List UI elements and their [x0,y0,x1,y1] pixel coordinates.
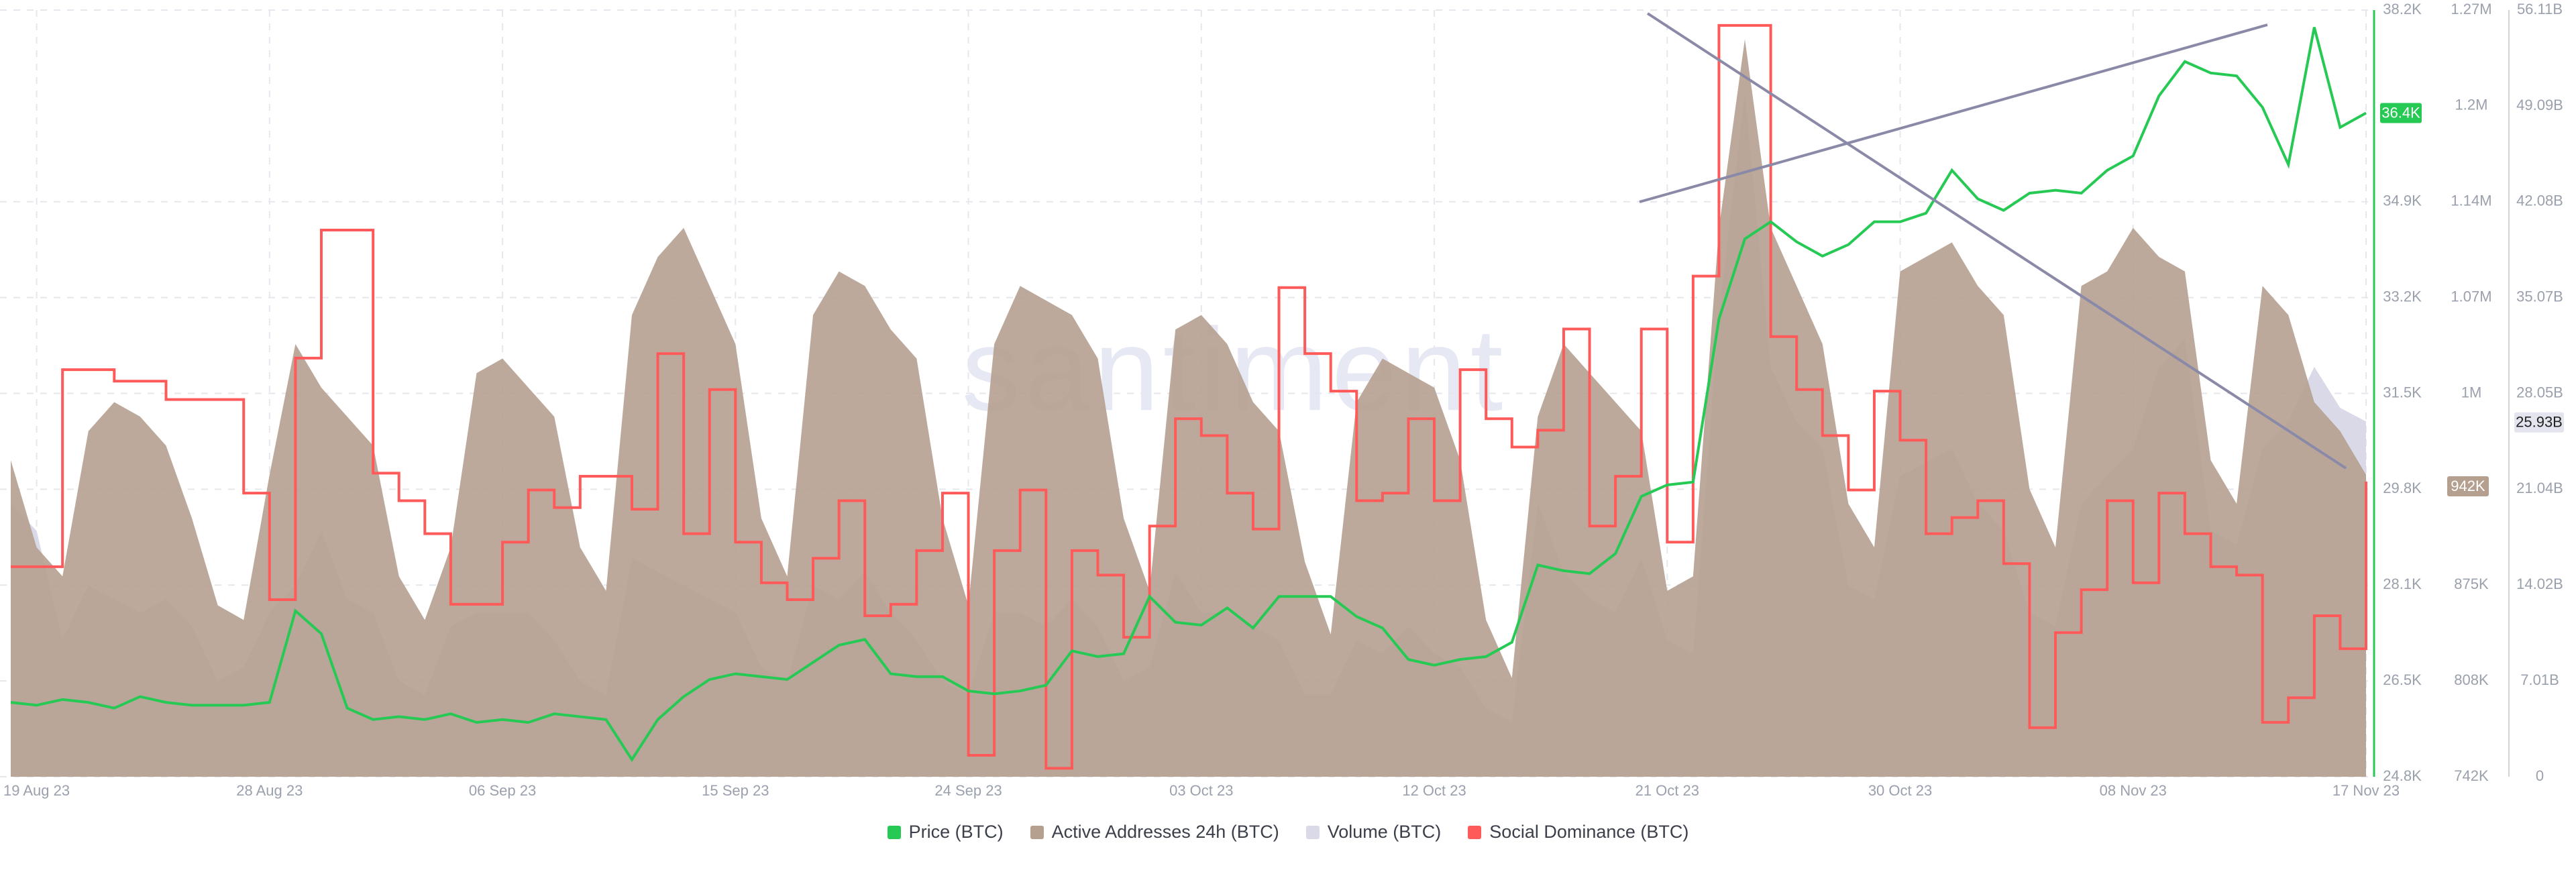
x-tick-label: 28 Aug 23 [236,782,303,799]
y-tick-label: 38.2K [2383,1,2422,17]
x-tick-label: 15 Sep 23 [702,782,769,799]
legend-swatch [1305,825,1320,839]
x-tick-label: 03 Oct 23 [1169,782,1233,799]
legend-swatch [1030,825,1044,839]
y-tick-label: 56.11B [2517,1,2563,17]
y-tick-label: 29.8K [2383,480,2422,496]
value-badge-label: 36.4K [2381,104,2420,121]
legend-label: Social Dominance (BTC) [1489,822,1689,842]
y-tick-label: 42.08B [2516,193,2563,209]
x-tick-label: 19 Aug 23 [3,782,70,799]
y-tick-label: 7.01B [2520,671,2559,688]
y-tick-label: 28.05B [2516,384,2563,400]
x-tick-label: 12 Oct 23 [1402,782,1466,799]
y-tick-label: 34.9K [2383,193,2422,209]
legend-item[interactable]: Active Addresses 24h (BTC) [1030,822,1279,842]
legend-label: Active Addresses 24h (BTC) [1051,822,1279,842]
y-tick-label: 1.07M [2451,288,2491,305]
value-badge-label: 25.93B [2516,414,2563,431]
value-badge-label: 942K [2451,478,2485,494]
y-tick-label: 1.27M [2451,1,2491,17]
x-tick-label: 08 Nov 23 [2100,782,2167,799]
legend: Price (BTC) Active Addresses 24h (BTC) Vol… [0,822,2576,842]
line [11,23,2367,770]
trend-line [1646,12,2347,470]
legend-label: Price (BTC) [908,822,1004,842]
y-tick-label: 0 [2536,767,2544,784]
value-badge [2514,412,2564,433]
x-tick-label: 30 Oct 23 [1868,782,1932,799]
y-tick-label: 21.04B [2516,480,2563,496]
y-tick-label: 28.1K [2383,576,2422,592]
legend-swatch [1468,825,1482,839]
y-tick-label: 875K [2454,576,2489,592]
y-tick-label: 14.02B [2516,576,2563,592]
legend-swatch [887,825,901,839]
value-badge [2447,476,2489,497]
x-tick-label: 06 Sep 23 [469,782,536,799]
y-tick-label: 808K [2454,671,2489,688]
x-tick-label: 24 Sep 23 [934,782,1002,799]
x-tick-label: 21 Oct 23 [1635,782,1699,799]
legend-item[interactable]: Price (BTC) [887,822,1004,842]
y-tick-label: 31.5K [2383,384,2422,400]
y-tick-label: 24.8K [2383,767,2422,784]
area [11,39,2366,777]
y-tick-label: 1M [2461,384,2482,400]
y-tick-label: 1.14M [2451,193,2491,209]
y-tick-label: 742K [2454,767,2489,784]
legend-label: Volume (BTC) [1327,822,1442,842]
y-tick-label: 1.2M [2455,97,2488,113]
y-tick-label: 26.5K [2383,671,2422,688]
x-tick-label: 17 Nov 23 [2332,782,2400,799]
y-tick-label: 35.07B [2516,288,2563,305]
value-badge [2380,103,2422,123]
trend-line [1639,23,2268,203]
y-tick-label: 33.2K [2383,288,2422,305]
line [10,27,2367,763]
legend-item[interactable]: Volume (BTC) [1305,822,1442,842]
plot [0,9,2374,777]
legend-item[interactable]: Social Dominance (BTC) [1468,822,1688,842]
y-tick-label: 49.09B [2516,97,2563,113]
